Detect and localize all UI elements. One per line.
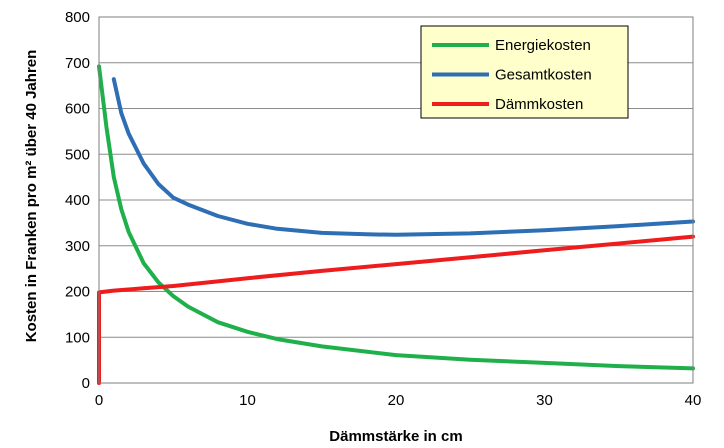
x-tick-labels: 0 10 20 30 40	[95, 392, 702, 409]
legend-label: Gesamtkosten	[495, 67, 592, 84]
series-line	[111, 77, 695, 237]
x-tick-label: 20	[388, 392, 405, 409]
x-axis-title: Dämmstärke in cm	[329, 428, 462, 445]
y-tick-label: 0	[82, 375, 90, 392]
legend: Energiekosten Gesamtkosten Dämmkosten	[420, 25, 629, 119]
grid-lines	[99, 62, 693, 338]
x-tick-label: 0	[95, 392, 103, 409]
x-tick-label: 40	[685, 392, 702, 409]
y-tick-label: 100	[65, 329, 90, 346]
legend-label: Dämmkosten	[495, 96, 583, 113]
y-tick-label: 300	[65, 238, 90, 255]
series-line	[97, 234, 695, 385]
x-tick-label: 30	[536, 392, 553, 409]
series-lines	[97, 64, 695, 385]
y-tick-label: 700	[65, 55, 90, 72]
y-axis-title: Kosten in Franken pro m² über 40 Jahren	[23, 50, 40, 343]
y-tick-label: 400	[65, 192, 90, 209]
series-line	[97, 64, 695, 371]
y-tick-label: 500	[65, 146, 90, 163]
y-tick-label: 200	[65, 284, 90, 301]
y-tick-labels: 0 100 200 300 400 500 600 700 800	[65, 9, 90, 392]
y-tick-label: 600	[65, 101, 90, 118]
plot-border	[98, 16, 694, 384]
legend-label: Energiekosten	[495, 37, 591, 54]
x-tick-label: 10	[239, 392, 256, 409]
y-tick-label: 800	[65, 9, 90, 26]
